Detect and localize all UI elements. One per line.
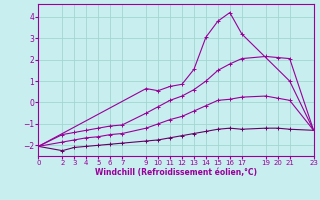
X-axis label: Windchill (Refroidissement éolien,°C): Windchill (Refroidissement éolien,°C) (95, 168, 257, 177)
